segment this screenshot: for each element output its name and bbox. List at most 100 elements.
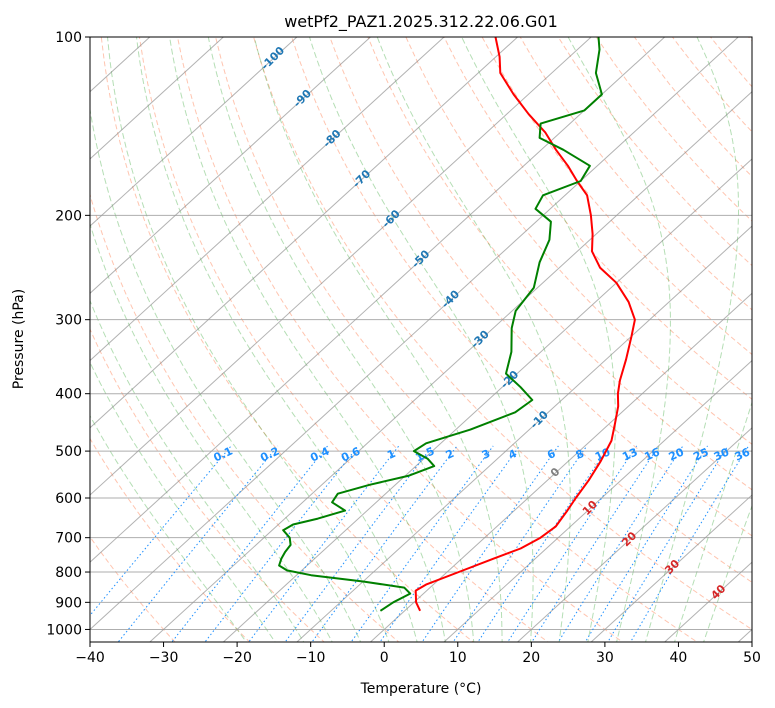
x-tick-label: 50 xyxy=(743,650,761,666)
mixing-ratio-label: 10 xyxy=(593,445,613,463)
dry-adiabat xyxy=(481,37,752,356)
isotherm xyxy=(90,37,519,429)
isotherm xyxy=(90,37,372,295)
isotherm xyxy=(149,90,752,642)
profile-lines xyxy=(278,37,636,612)
isotherm-label: -100 xyxy=(258,44,287,73)
dry-adiabat xyxy=(367,37,752,491)
isotherm xyxy=(369,292,752,642)
dry-adiabat xyxy=(748,37,752,42)
moist-adiabat xyxy=(169,37,446,642)
moist-adiabat xyxy=(644,37,739,642)
y-tick-label: 600 xyxy=(55,491,82,507)
isotherm xyxy=(296,225,752,642)
y-axis-label: Pressure (hPa) xyxy=(11,289,27,389)
mixing-ratio-label: 36 xyxy=(733,445,753,463)
mixing-ratio-line xyxy=(452,445,588,642)
y-tick-label: 1000 xyxy=(46,622,82,638)
x-tick-label: 40 xyxy=(669,650,687,666)
mixing-ratio-line xyxy=(607,445,729,642)
isotherm xyxy=(516,427,752,642)
y-tick-label: 500 xyxy=(55,444,82,460)
mixing-ratio-line xyxy=(477,445,610,642)
isotherm xyxy=(443,359,752,642)
mixing-ratio-line xyxy=(557,445,684,642)
mixing-ratio-line xyxy=(284,445,433,642)
y-tick-label: 200 xyxy=(55,208,82,224)
moist-adiabat xyxy=(90,106,362,642)
mixing-ratio-label: 30 xyxy=(712,445,732,463)
x-tick-label: 20 xyxy=(522,650,540,666)
moist-adiabat xyxy=(90,361,276,642)
mixing-ratio-label: 0.4 xyxy=(308,444,331,464)
moist-adiabat xyxy=(107,37,390,642)
x-tick-label: 30 xyxy=(596,650,614,666)
dry-adiabat xyxy=(90,437,251,642)
moist-adiabat xyxy=(207,37,475,642)
mixing-ratio-label: 2 xyxy=(444,447,456,462)
dry-adiabat xyxy=(595,37,752,222)
isotherm xyxy=(90,37,592,496)
plot-frame xyxy=(89,36,753,643)
background-lines xyxy=(90,37,752,642)
temperature-line xyxy=(414,37,636,612)
dry-adiabat xyxy=(215,37,699,642)
dewpoint-line xyxy=(278,37,603,612)
dry-adiabat xyxy=(672,37,752,133)
y-tick-label: 300 xyxy=(55,313,82,329)
isotherm xyxy=(90,37,666,563)
mixing-ratio-line xyxy=(421,445,559,642)
mixing-ratio-line xyxy=(350,445,494,642)
y-tick-label: 700 xyxy=(55,531,82,547)
y-tick-label: 900 xyxy=(55,595,82,611)
y-axis-ticks: 1000 900 800 700 600 500 400 300 200 100 xyxy=(46,30,90,638)
isotherm xyxy=(90,37,445,362)
mixing-ratio-line xyxy=(117,445,279,642)
x-tick-label: −30 xyxy=(149,650,179,666)
mixing-ratio-label: 4 xyxy=(506,447,519,462)
moist-adiabat xyxy=(90,222,333,642)
x-axis-label: Temperature (°C) xyxy=(360,681,482,697)
mixing-ratio-label: 13 xyxy=(620,445,639,463)
dry-adiabat xyxy=(177,37,624,642)
dry-adiabat xyxy=(710,37,752,88)
mixing-ratio-label: 0.6 xyxy=(339,444,362,464)
dry-adiabat xyxy=(90,192,400,642)
mixing-ratio-line xyxy=(584,445,708,642)
y-tick-label: 400 xyxy=(55,387,82,403)
isotherm xyxy=(90,37,740,631)
x-axis-ticks: −40 −30 −20 −10 0 10 20 30 40 50 xyxy=(75,642,761,666)
x-tick-label: −40 xyxy=(75,650,105,666)
mixing-ratio-line xyxy=(379,445,521,642)
mixing-ratio-label: 20 xyxy=(667,445,687,463)
dry-adiabat xyxy=(519,37,752,311)
x-tick-label: −10 xyxy=(296,650,326,666)
y-tick-label: 800 xyxy=(55,565,82,581)
mixing-ratio-line xyxy=(630,445,750,642)
dry-adiabat xyxy=(329,37,752,537)
y-tick-label: 100 xyxy=(55,30,82,46)
mixing-ratio-label: 16 xyxy=(642,445,662,463)
isotherm xyxy=(90,37,298,227)
isotherm xyxy=(590,494,752,642)
isotherm xyxy=(90,37,225,160)
dry-adiabat xyxy=(405,37,752,445)
mixing-ratio-label: 25 xyxy=(691,445,710,463)
x-tick-label: −20 xyxy=(222,650,252,666)
moist-adiabat xyxy=(567,37,671,642)
mixing-ratio-label: 1.5 xyxy=(413,445,436,465)
dry-adiabat xyxy=(90,536,176,642)
moist-adiabat xyxy=(90,414,247,642)
chart-title: wetPf2_PAZ1.2025.312.22.06.G01 xyxy=(284,12,558,32)
mixing-ratio-line xyxy=(90,445,232,617)
mixing-ratio-line xyxy=(248,445,400,642)
mixing-ratio-label: 0.2 xyxy=(258,445,281,465)
moist-adiabat xyxy=(253,37,503,642)
mixing-ratio-line xyxy=(531,445,660,642)
moist-adiabat xyxy=(136,37,418,642)
mixing-ratio-line xyxy=(204,445,359,642)
x-tick-label: 10 xyxy=(449,650,467,666)
x-tick-label: 0 xyxy=(380,650,389,666)
dry-adiabat xyxy=(557,37,752,267)
